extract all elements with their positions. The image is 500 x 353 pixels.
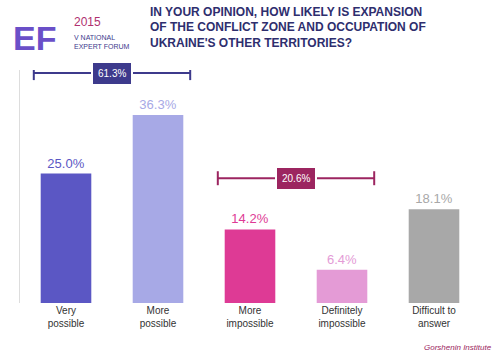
svg-text:V NATIONALEXPERT FORUM: V NATIONALEXPERT FORUM: [74, 34, 130, 50]
svg-text:Difficult toanswer: Difficult toanswer: [412, 305, 456, 329]
svg-text:6.4%: 6.4%: [327, 252, 357, 267]
svg-text:Morepossible: Morepossible: [140, 305, 177, 329]
svg-text:Moreimpossible: Moreimpossible: [226, 305, 274, 329]
svg-text:61.3%: 61.3%: [98, 68, 126, 79]
svg-text:Definitelyimpossible: Definitelyimpossible: [318, 305, 366, 329]
svg-text:Gorshenin Institute: Gorshenin Institute: [424, 343, 492, 352]
svg-text:36.3%: 36.3%: [139, 97, 176, 112]
svg-text:2015: 2015: [74, 15, 101, 29]
svg-text:25.0%: 25.0%: [47, 156, 84, 171]
svg-text:14.2%: 14.2%: [231, 211, 268, 226]
svg-text:Verypossible: Verypossible: [48, 305, 85, 329]
svg-text:20.6%: 20.6%: [282, 173, 310, 184]
svg-text:IN YOUR OPINION, HOW LIKELY IS: IN YOUR OPINION, HOW LIKELY IS EXPANSION…: [150, 5, 426, 50]
svg-text:EF: EF: [13, 19, 56, 57]
svg-text:18.1%: 18.1%: [415, 191, 452, 206]
